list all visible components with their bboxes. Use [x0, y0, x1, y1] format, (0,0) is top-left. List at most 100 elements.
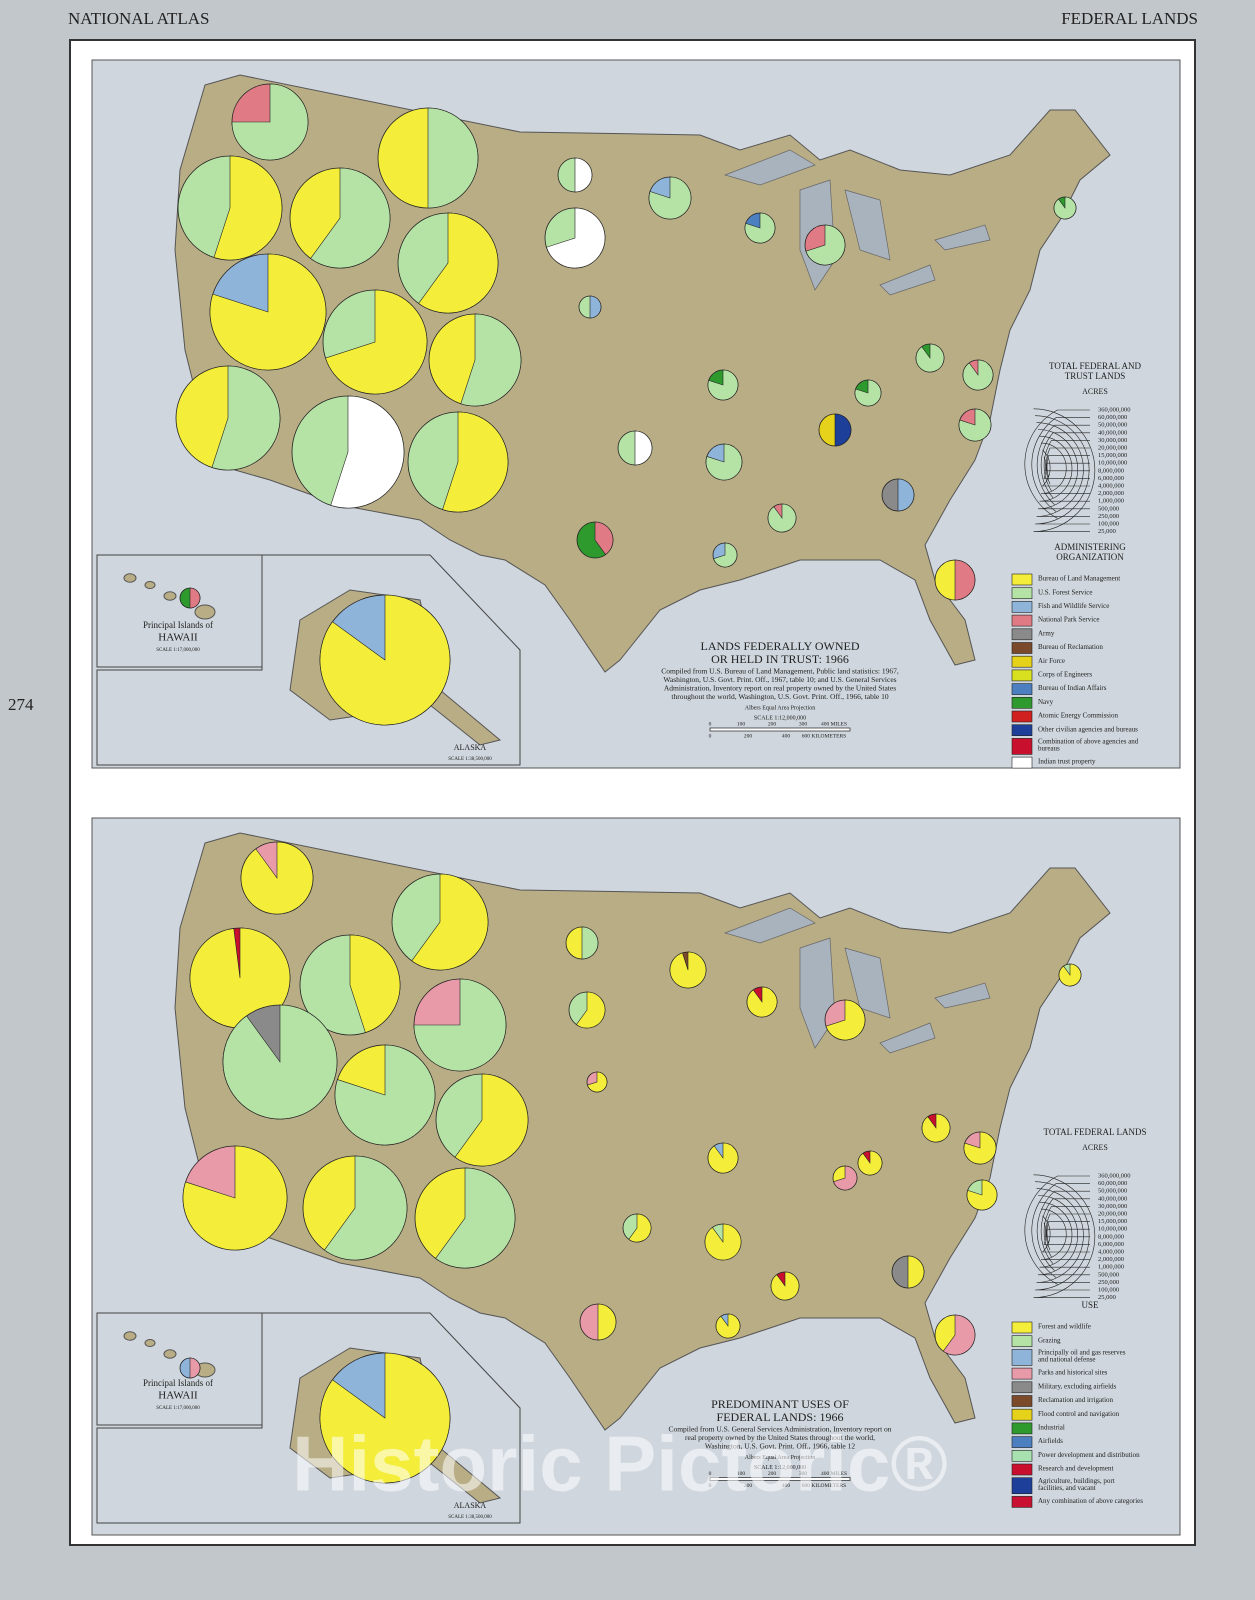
scale-km: 400	[782, 1483, 791, 1489]
pie-slice	[907, 1255, 925, 1289]
size-legend-value: 25,000	[1098, 1294, 1116, 1301]
scale-km: 600 KILOMETERS	[802, 1483, 846, 1489]
legend-label: Bureau of Reclamation	[1038, 643, 1103, 651]
size-legend-value: 50,000,000	[1098, 422, 1127, 429]
size-legend-title: TRUST LANDS	[1065, 371, 1126, 381]
size-legend-circle	[1037, 1195, 1090, 1276]
pie-slice	[319, 594, 451, 726]
pie-slice	[966, 1179, 998, 1211]
legend-title: USE	[1081, 1300, 1099, 1310]
scale-miles: 200	[768, 721, 777, 727]
pie-slice	[704, 1223, 742, 1261]
pie-slice	[713, 542, 738, 568]
pie-slice	[707, 1142, 739, 1174]
size-legend-unit: ACRES	[1082, 1143, 1108, 1152]
legend-swatch	[1011, 655, 1033, 668]
hawaii-island	[123, 1331, 137, 1341]
size-legend-value: 1,000,000	[1098, 1264, 1124, 1271]
legend-label: Airfields	[1038, 1437, 1063, 1445]
legend-label: Agriculture, buildings, port	[1038, 1477, 1115, 1485]
pie-slice	[310, 167, 391, 269]
pie-slice	[854, 379, 882, 407]
pie-slice	[240, 841, 314, 915]
legend-swatch	[1011, 1349, 1033, 1366]
legend-label: Any combination of above categories	[1038, 1497, 1143, 1505]
legend-label: U.S. Forest Service	[1038, 588, 1092, 596]
pie-slice	[222, 1004, 338, 1120]
size-legend-circle	[1037, 429, 1090, 510]
legend-label: Indian trust property	[1038, 758, 1096, 766]
alaska-label: ALASKA	[454, 743, 487, 752]
scale-miles: 0	[709, 721, 712, 727]
pie-slice	[834, 413, 852, 447]
size-legend-value: 10,000,000	[1098, 460, 1127, 467]
projection: Albers Equal Area Projection	[745, 705, 815, 711]
legend-label: National Park Service	[1038, 616, 1099, 624]
pie-slice	[857, 1150, 883, 1176]
hawaii-island	[144, 581, 156, 589]
hawaii-island	[163, 1349, 177, 1359]
alaska-inset	[96, 1312, 521, 1524]
pie-slice	[213, 155, 283, 261]
pie-slice	[942, 1314, 976, 1356]
hawaii-island	[123, 573, 137, 583]
size-legend-circle	[1034, 415, 1090, 525]
legend-label: Principally oil and gas reserves	[1038, 1349, 1126, 1357]
pie-slice	[325, 289, 428, 395]
legend-label: Bureau of Indian Affairs	[1038, 684, 1107, 692]
legend-label: Military, excluding airfields	[1038, 1382, 1117, 1390]
size-legend-value: 100,000	[1098, 1286, 1119, 1293]
pie-slice	[349, 934, 401, 1033]
pie-slice	[1058, 963, 1082, 987]
hawaii-label: HAWAII	[158, 1390, 198, 1402]
pie-slice	[189, 1357, 201, 1379]
alaska-scale: SCALE 1:38,500,000	[448, 757, 492, 762]
size-legend-value: 1,000,000	[1098, 498, 1124, 505]
legend-swatch	[1011, 1463, 1033, 1476]
legend-swatch	[1011, 738, 1033, 755]
hawaii-label: HAWAII	[158, 632, 198, 644]
legend-swatch	[1011, 724, 1033, 737]
size-legend-value: 250,000	[1098, 513, 1119, 520]
size-legend-value: 8,000,000	[1098, 467, 1124, 474]
map-panel: Principal Islands of HAWAII SCALE 1:17,000…	[91, 59, 1181, 769]
legend-label: Parks and historical sites	[1038, 1369, 1108, 1377]
size-legend-circle	[1043, 440, 1090, 492]
pie-slice	[963, 1131, 997, 1165]
pie-slice	[231, 83, 309, 161]
size-legend-circle	[1039, 435, 1090, 502]
size-legend-circle	[1036, 422, 1090, 517]
scale-km: 200	[744, 733, 753, 739]
scale-km: 600 KILOMETERS	[802, 733, 846, 739]
size-legend-circle	[1040, 432, 1090, 498]
legend-swatch	[1011, 614, 1033, 627]
size-legend-value: 30,000,000	[1098, 437, 1127, 444]
legend-label: Research and development	[1038, 1465, 1113, 1473]
size-legend-value: 100,000	[1098, 520, 1119, 527]
legend-swatch	[1011, 1321, 1033, 1334]
size-legend-circle	[1043, 456, 1090, 479]
legend-swatch	[1011, 1395, 1033, 1407]
pie-slice	[897, 478, 915, 512]
size-legend-value: 360,000,000	[1098, 406, 1131, 413]
size-legend-circle	[1046, 462, 1090, 471]
pie-slice	[634, 430, 653, 466]
legend-label: facilities, and vacant	[1038, 1484, 1096, 1492]
pie-slice	[330, 395, 405, 509]
legend-swatch	[1011, 1496, 1033, 1508]
size-legend-value: 4,000,000	[1098, 1248, 1124, 1255]
scale-km: 0	[709, 1483, 712, 1489]
size-legend-value: 40,000,000	[1098, 1195, 1127, 1202]
size-legend-circle	[1034, 1181, 1090, 1291]
legend-label: Bureau of Land Management	[1038, 575, 1120, 583]
header-right: FEDERAL LANDS	[1061, 9, 1198, 28]
pie-slice	[707, 369, 739, 401]
legend-label: Flood control and navigation	[1038, 1410, 1120, 1418]
size-legend-circle	[1041, 449, 1090, 487]
size-legend-circle	[1045, 1229, 1090, 1238]
size-legend-value: 50,000,000	[1098, 1188, 1127, 1195]
legend-label: Power development and distribution	[1038, 1451, 1140, 1459]
scale-bar	[709, 1477, 851, 1481]
legend-label: Industrial	[1038, 1424, 1065, 1432]
hawaii-island	[194, 604, 216, 620]
